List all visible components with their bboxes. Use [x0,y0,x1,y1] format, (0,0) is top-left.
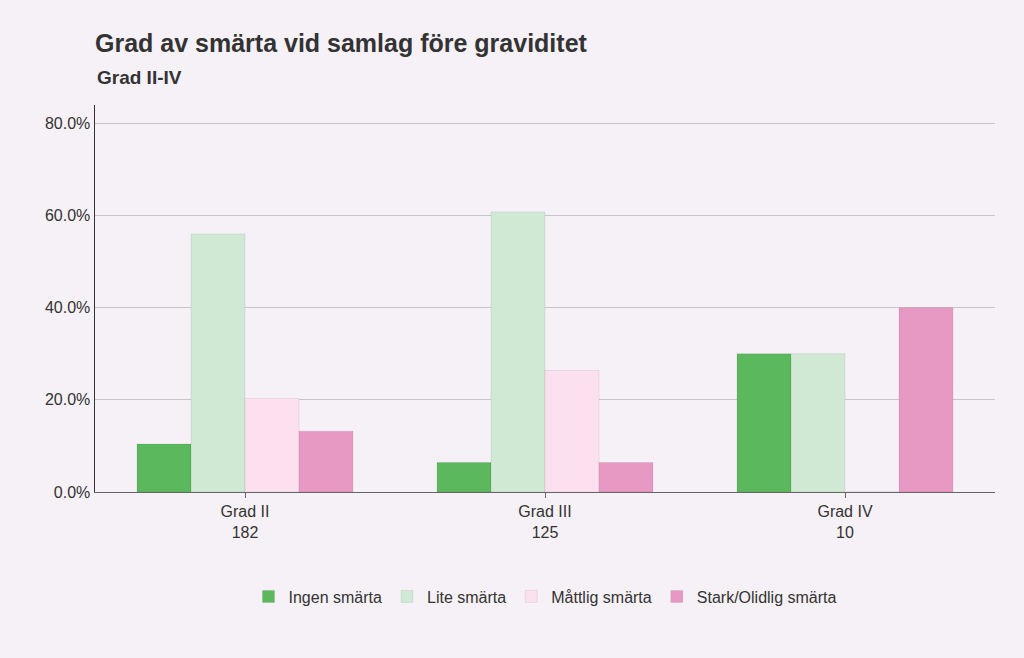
svg-text:0.0%: 0.0% [54,484,90,501]
svg-text:Stark/Olidlig smärta: Stark/Olidlig smärta [697,589,837,606]
svg-text:Grad II-IV: Grad II-IV [97,67,182,88]
svg-text:60.0%: 60.0% [45,207,90,224]
svg-text:80.0%: 80.0% [45,115,90,132]
svg-text:Måttlig smärta: Måttlig smärta [551,589,652,606]
svg-text:Lite smärta: Lite smärta [427,589,506,606]
svg-text:Grad IV10: Grad IV10 [817,503,872,541]
svg-text:Ingen smärta: Ingen smärta [289,589,382,606]
svg-text:Grad II182: Grad II182 [221,503,270,541]
svg-text:40.0%: 40.0% [45,299,90,316]
svg-text:Grad III125: Grad III125 [518,503,571,541]
svg-text:20.0%: 20.0% [45,391,90,408]
svg-text:Grad av smärta vid samlag före: Grad av smärta vid samlag före gravidite… [95,29,588,57]
